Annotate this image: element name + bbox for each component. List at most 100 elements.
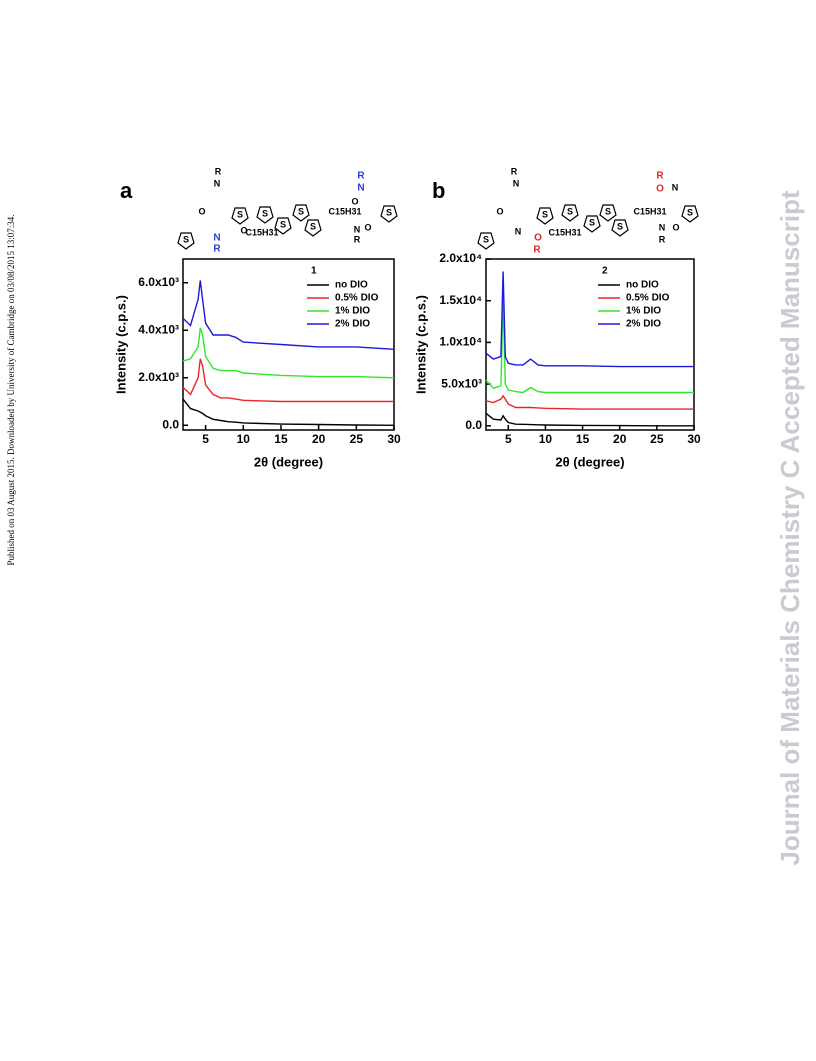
x-tick-label: 10: [539, 432, 553, 446]
atom-label: N: [357, 183, 364, 194]
data-line: [182, 327, 395, 379]
atom-label: S: [298, 206, 304, 216]
atom-label: S: [542, 209, 548, 219]
atom-label: N: [214, 178, 221, 188]
atom-label: O: [672, 222, 679, 232]
atom-label: O: [240, 225, 247, 235]
data-line: [182, 398, 395, 426]
y-axis-label: Intensity (c.p.s.): [413, 295, 428, 394]
x-axis-label: 2θ (degree): [555, 454, 624, 469]
atom-label: O: [656, 184, 664, 195]
atom-label: C15H31: [245, 227, 278, 237]
x-tick-label: 15: [576, 432, 590, 446]
legend-title: 1: [311, 266, 317, 277]
atom-label: N: [513, 178, 520, 188]
ring: [536, 207, 554, 225]
panel-label: a: [120, 178, 133, 203]
atom-label: O: [198, 206, 205, 216]
legend-title: 2: [602, 266, 608, 277]
atom-label: C15H31: [548, 227, 581, 237]
ring: [599, 204, 617, 222]
ring: [274, 217, 292, 235]
plot-frame: [485, 258, 695, 431]
ring: [304, 219, 322, 237]
y-tick-label: 2.0x10⁴: [439, 251, 482, 265]
x-tick-label: 10: [237, 432, 251, 446]
atom-label: S: [183, 234, 189, 244]
atom-label: O: [534, 233, 542, 244]
legend-label: 0.5% DIO: [335, 293, 379, 304]
plot-frame: [182, 258, 395, 431]
data-line: [182, 280, 395, 350]
ring: [292, 204, 310, 222]
x-tick-label: 20: [613, 432, 627, 446]
atom-label: R: [533, 245, 541, 256]
y-tick-label: 0.0: [465, 418, 482, 432]
y-tick-label: 2.0x10³: [138, 370, 179, 384]
x-tick-label: 15: [274, 432, 288, 446]
legend-label: 1% DIO: [626, 306, 661, 317]
atom-label: S: [605, 206, 611, 216]
data-line: [485, 271, 694, 368]
atom-label: N: [515, 226, 522, 236]
legend-label: 2% DIO: [335, 319, 370, 330]
panel-label: b: [432, 178, 445, 203]
watermark: Journal of Materials Chemistry C Accepte…: [775, 190, 805, 866]
legend-label: 0.5% DIO: [626, 293, 670, 304]
atom-label: S: [589, 217, 595, 227]
y-tick-label: 0.0: [162, 417, 179, 431]
atom-label: C15H31: [328, 206, 361, 216]
x-axis-label: 2θ (degree): [254, 454, 323, 469]
atom-label: S: [237, 209, 243, 219]
atom-label: R: [511, 166, 518, 176]
atom-label: S: [386, 207, 392, 217]
x-tick-label: 5: [505, 432, 512, 446]
atom-label: S: [617, 221, 623, 231]
y-tick-label: 4.0x10³: [138, 322, 179, 336]
atom-label: N: [659, 222, 666, 232]
atom-label: O: [496, 206, 503, 216]
y-tick-label: 6.0x10³: [138, 275, 179, 289]
atom-label: S: [310, 221, 316, 231]
ring: [177, 232, 195, 250]
atom-label: R: [213, 244, 221, 255]
x-tick-label: 20: [312, 432, 326, 446]
atom-label: S: [262, 208, 268, 218]
x-tick-label: 30: [687, 432, 701, 446]
y-tick-label: 1.5x10⁴: [439, 293, 482, 307]
ring: [583, 215, 601, 233]
ring: [611, 219, 629, 237]
ring: [380, 205, 398, 223]
side-note: Published on 03 August 2015. Downloaded …: [6, 215, 16, 566]
legend-label: 1% DIO: [335, 306, 370, 317]
atom-label: R: [656, 171, 664, 182]
x-tick-label: 25: [650, 432, 664, 446]
atom-label: R: [215, 166, 222, 176]
legend-label: no DIO: [335, 280, 368, 291]
ring: [477, 232, 495, 250]
atom-label: S: [687, 207, 693, 217]
x-tick-label: 25: [350, 432, 364, 446]
atom-label: S: [567, 206, 573, 216]
atom-label: O: [364, 222, 371, 232]
atom-label: R: [659, 234, 666, 244]
legend-label: no DIO: [626, 280, 659, 291]
atom-label: N: [672, 182, 679, 192]
atom-label: O: [351, 196, 358, 206]
atom-label: N: [213, 233, 220, 244]
y-axis-label: Intensity (c.p.s.): [113, 295, 128, 394]
x-tick-label: 30: [387, 432, 401, 446]
atom-label: S: [483, 234, 489, 244]
atom-label: R: [357, 171, 365, 182]
atom-label: S: [280, 219, 286, 229]
atom-label: C15H31: [633, 206, 666, 216]
y-tick-label: 5.0x10³: [441, 376, 482, 390]
ring: [561, 204, 579, 222]
data-line: [182, 358, 394, 403]
ring: [681, 205, 699, 223]
legend-label: 2% DIO: [626, 319, 661, 330]
data-line: [485, 300, 694, 394]
atom-label: R: [354, 234, 361, 244]
ring: [256, 206, 274, 224]
